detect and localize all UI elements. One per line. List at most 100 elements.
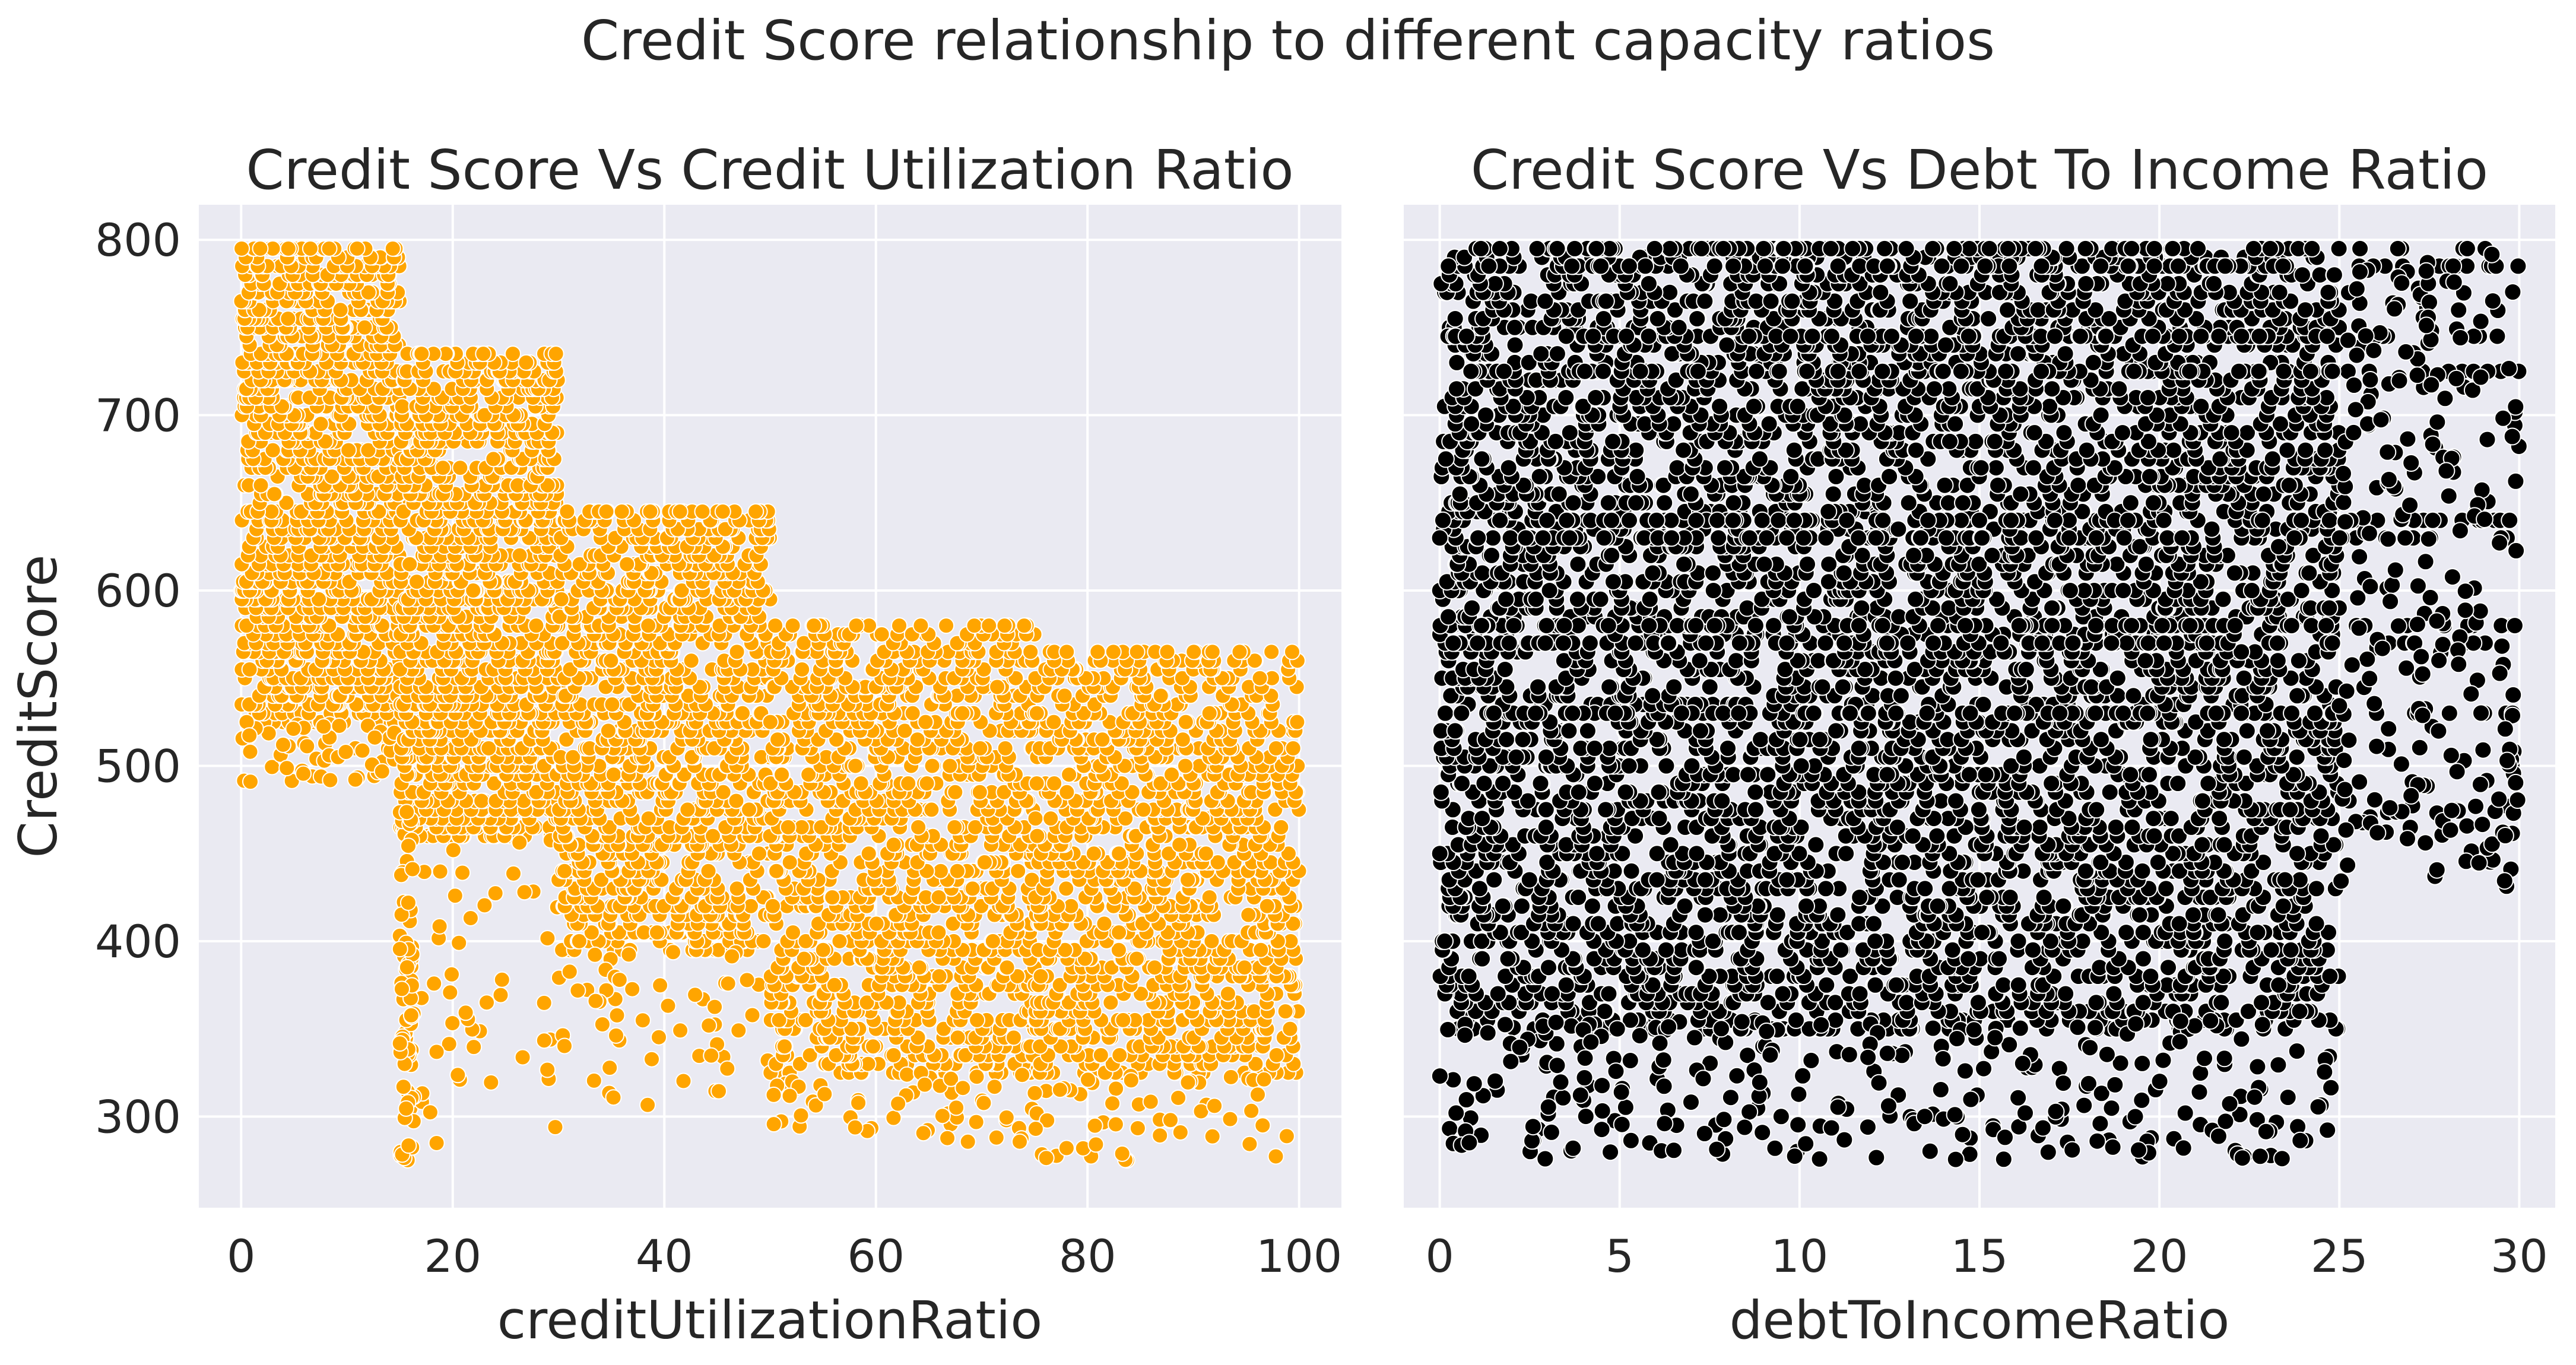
scatter-point xyxy=(569,982,586,999)
scatter-point xyxy=(585,1072,602,1089)
scatter-point xyxy=(421,1104,439,1121)
scatter-point xyxy=(924,757,941,774)
scatter-point xyxy=(443,966,460,983)
scatter-point xyxy=(620,946,637,963)
scatter-point xyxy=(784,617,801,634)
scatter-point xyxy=(930,924,947,941)
scatter-point xyxy=(394,398,411,415)
scatter-point xyxy=(865,1038,881,1055)
scatter-point xyxy=(972,739,989,757)
scatter-point xyxy=(779,818,797,836)
scatter-point xyxy=(442,984,459,1001)
scatter-point xyxy=(432,863,449,880)
scatter-point xyxy=(598,503,615,520)
scatter-point xyxy=(539,930,556,947)
scatter-point xyxy=(966,617,983,634)
scatter-point xyxy=(694,503,711,520)
scatter-point xyxy=(446,887,464,904)
scatter-point xyxy=(954,704,971,722)
scatter-point xyxy=(831,932,848,950)
scatter-point xyxy=(539,1061,556,1078)
scatter-point xyxy=(354,742,371,759)
scatter-point xyxy=(996,617,1013,634)
scatter-point xyxy=(444,1015,461,1031)
scatter-point xyxy=(659,997,677,1014)
scatter-point xyxy=(744,1007,761,1024)
scatter-point xyxy=(413,345,430,363)
scatter-point xyxy=(706,998,724,1015)
scatter-point xyxy=(885,836,902,853)
scatter-point xyxy=(547,345,564,363)
scatter-point xyxy=(981,617,998,634)
scatter-point xyxy=(431,918,448,935)
scatter-point xyxy=(487,885,504,902)
scatter-point xyxy=(776,1038,793,1055)
scatter-point xyxy=(912,617,929,634)
scatter-point xyxy=(848,617,865,634)
scatter-point xyxy=(640,617,657,634)
scatter-point xyxy=(734,704,751,722)
scatter-point xyxy=(764,897,781,915)
scatter-point xyxy=(639,1096,656,1113)
scatter-point xyxy=(505,345,521,363)
scatter-point xyxy=(1005,1029,1022,1046)
scatter-point xyxy=(948,862,966,880)
scatter-point xyxy=(445,842,462,859)
scatter-point xyxy=(984,932,1001,950)
scatter-point xyxy=(971,783,988,801)
scatter-point xyxy=(947,783,964,801)
scatter-point xyxy=(755,932,772,950)
scatter-point xyxy=(847,757,864,774)
scatter-point xyxy=(295,765,312,782)
scatter-point xyxy=(315,718,332,735)
scatter-point xyxy=(651,1028,667,1046)
scatter-point xyxy=(649,924,665,941)
scatter-point xyxy=(608,1027,624,1044)
scatter-point xyxy=(511,834,528,851)
scatter-point xyxy=(941,757,959,774)
scatter-point xyxy=(781,854,798,871)
scatter-point xyxy=(604,696,621,713)
scatter-point xyxy=(751,845,767,862)
scatter-point xyxy=(457,1004,474,1021)
scatter-point xyxy=(280,240,297,257)
scatter-point xyxy=(768,862,785,880)
scatter-point xyxy=(747,503,764,520)
scatter-point xyxy=(356,319,373,336)
scatter-point xyxy=(252,240,269,257)
scatter-point xyxy=(594,1016,611,1033)
scatter-point xyxy=(266,485,283,503)
scatter-point xyxy=(505,865,522,882)
scatter-point xyxy=(347,771,364,788)
axes-left-points xyxy=(233,240,1308,1169)
scatter-point xyxy=(683,652,700,669)
scatter-point xyxy=(514,1049,531,1066)
scatter-point xyxy=(652,977,669,994)
scatter-point xyxy=(511,547,528,564)
scatter-point xyxy=(997,739,1014,757)
scatter-point xyxy=(452,459,469,477)
scatter-point xyxy=(762,713,779,731)
scatter-point xyxy=(665,944,681,961)
scatter-point xyxy=(672,1022,689,1039)
scatter-point xyxy=(586,946,604,963)
scatter-point xyxy=(710,1083,727,1100)
scatter-point xyxy=(602,652,620,669)
scatter-point xyxy=(559,503,576,520)
scatter-point xyxy=(473,792,490,810)
scatter-point xyxy=(679,801,696,818)
scatter-point xyxy=(366,729,383,746)
scatter-point xyxy=(384,240,401,257)
scatter-point xyxy=(910,818,927,836)
scatter-point xyxy=(285,720,302,737)
scatter-point xyxy=(428,1135,445,1151)
scatter-point xyxy=(241,727,258,744)
scatter-point xyxy=(449,1066,467,1084)
scatter-point xyxy=(773,766,791,783)
scatter-point xyxy=(885,1047,902,1064)
scatter-point xyxy=(535,994,553,1011)
scatter-point xyxy=(556,862,573,880)
scatter-point xyxy=(547,1119,564,1136)
scatter-point xyxy=(719,975,737,992)
scatter-point xyxy=(938,617,955,634)
